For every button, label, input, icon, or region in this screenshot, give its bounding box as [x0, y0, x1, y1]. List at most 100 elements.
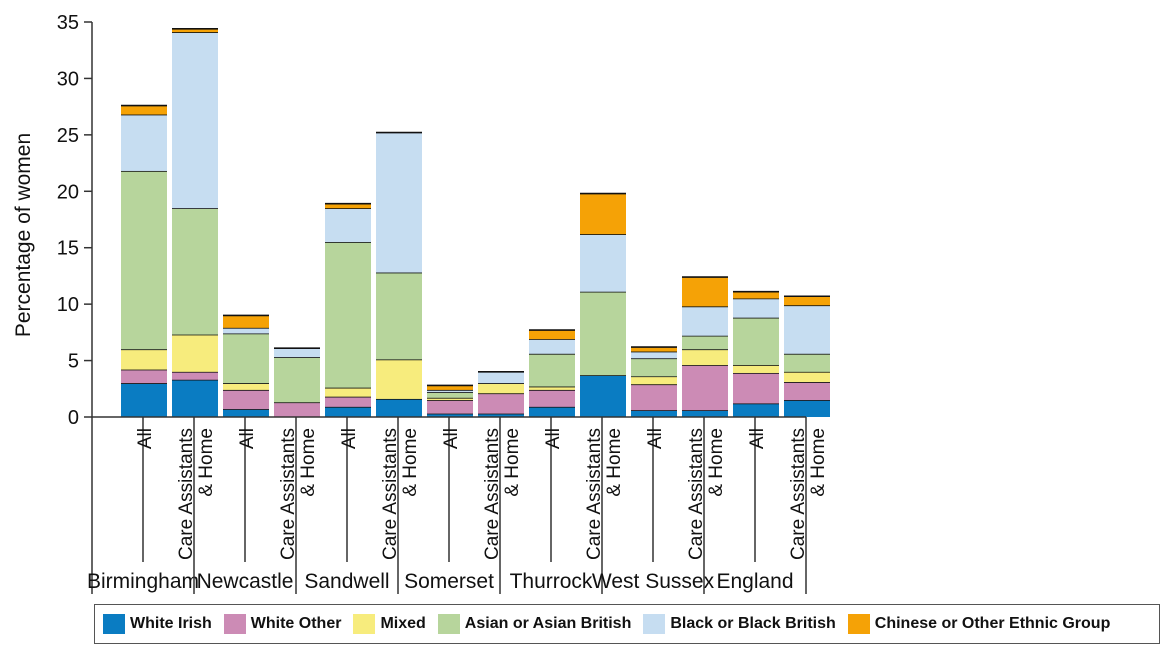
- bar-segment-white-other: [733, 372, 779, 404]
- legend-swatch: [223, 614, 246, 634]
- stacked-bar-chart: 0 5 10 15 20 25 30 35 All Care Assistants& Home B…: [12, 12, 830, 594]
- bar-segment-mixed: [733, 365, 779, 373]
- bar-segment-white-irish: [478, 413, 524, 417]
- y-axis-label: Percentage of women: [12, 133, 35, 337]
- bar-segment-white-irish: [376, 398, 422, 417]
- bar-segment-mixed: [427, 397, 473, 401]
- x-tick-label: All: [135, 428, 156, 449]
- legend-item: White Irish: [103, 614, 212, 634]
- bar-segment-black-or-black-british: [274, 348, 320, 358]
- bar-segment-chinese-or-other-ethnic-group: [529, 330, 575, 340]
- legend-swatch: [643, 614, 666, 634]
- bar-segment-white-irish: [121, 383, 167, 417]
- x-tick-label: Care Assistants& Home: [584, 428, 625, 560]
- x-tick-label: All: [237, 428, 258, 449]
- y-tick-label: 20: [57, 181, 79, 203]
- bar-segment-asian-or-asian-british: [325, 242, 371, 388]
- bar-segment-chinese-or-other-ethnic-group: [223, 315, 269, 328]
- bar-segment-black-or-black-british: [325, 208, 371, 243]
- legend-label: White Irish: [130, 615, 212, 632]
- bar-segment-asian-or-asian-british: [376, 272, 422, 360]
- bar-segment-mixed: [682, 349, 728, 366]
- bar-segment-white-other: [784, 382, 830, 401]
- bar-segment-mixed: [631, 376, 677, 385]
- bar-segment-black-or-black-british: [631, 351, 677, 359]
- bar-segment-white-other: [478, 393, 524, 414]
- x-tick-label: All: [543, 428, 564, 449]
- bar-segment-asian-or-asian-british: [274, 357, 320, 403]
- x-tick-label: All: [645, 428, 666, 449]
- stacked-bar: [580, 192, 626, 417]
- bar-segment-chinese-or-other-ethnic-group: [631, 347, 677, 352]
- bar-segment-mixed: [325, 387, 371, 397]
- stacked-bar: [121, 104, 167, 417]
- bar-segment-black-or-black-british: [529, 339, 575, 354]
- bar-segment-white-irish: [529, 406, 575, 417]
- bar-segment-white-other: [427, 400, 473, 414]
- bars: [121, 27, 830, 417]
- stacked-bar: [172, 27, 218, 417]
- stacked-bar: [427, 384, 473, 417]
- legend-swatch: [103, 614, 125, 634]
- y-tick-label: 30: [57, 68, 79, 90]
- legend-swatch: [437, 614, 460, 634]
- legend-swatch: [847, 614, 870, 634]
- stacked-bar: [274, 347, 320, 417]
- bar-segment-black-or-black-british: [121, 114, 167, 171]
- y-tick-label: 15: [57, 238, 79, 260]
- x-tick-label: Care Assistants& Home: [482, 428, 523, 560]
- stacked-bar: [784, 295, 830, 417]
- bar-segment-chinese-or-other-ethnic-group: [172, 28, 218, 33]
- legend-item: Black or Black British: [643, 614, 836, 634]
- stacked-bar: [478, 371, 524, 417]
- legend-item: Mixed: [353, 614, 426, 634]
- group-label: Birmingham: [87, 570, 199, 593]
- group-label: England: [716, 570, 793, 593]
- bar-segment-asian-or-asian-british: [529, 353, 575, 387]
- legend: White Irish White Other Mixed Asian or Asia…: [94, 604, 1160, 644]
- stacked-bar: [529, 329, 575, 417]
- legend-label: Black or Black British: [670, 615, 836, 632]
- bar-segment-asian-or-asian-british: [172, 208, 218, 335]
- x-tick-label: Care Assistants& Home: [788, 428, 829, 560]
- bar-segment-white-other: [529, 389, 575, 407]
- bar-segment-mixed: [376, 359, 422, 399]
- bar-segment-white-other: [223, 389, 269, 410]
- bar-segment-asian-or-asian-british: [580, 291, 626, 376]
- bar-segment-chinese-or-other-ethnic-group: [580, 193, 626, 235]
- bar-segment-asian-or-asian-british: [784, 353, 830, 372]
- x-tick-label: Care Assistants& Home: [176, 428, 217, 560]
- bar-segment-black-or-black-british: [223, 327, 269, 334]
- legend-label: Asian or Asian British: [464, 615, 632, 632]
- bar-segment-chinese-or-other-ethnic-group: [784, 296, 830, 306]
- stacked-bar: [682, 276, 728, 417]
- bar-segment-black-or-black-british: [478, 371, 524, 384]
- group-label: Sandwell: [304, 570, 389, 593]
- bar-segment-white-irish: [580, 375, 626, 417]
- y-axis: 0 5 10 15 20 25 30 35: [57, 12, 93, 429]
- bar-segment-asian-or-asian-british: [427, 392, 473, 398]
- group-label: Newcastle: [197, 570, 294, 593]
- bar-segment-asian-or-asian-british: [682, 335, 728, 350]
- x-tick-label: Care Assistants& Home: [380, 428, 421, 560]
- legend-label: Chinese or Other Ethnic Group: [874, 615, 1111, 632]
- x-tick-label: Care Assistants& Home: [686, 428, 727, 560]
- bar-segment-white-other: [325, 396, 371, 407]
- bar-segment-chinese-or-other-ethnic-group: [682, 277, 728, 307]
- bar-segment-white-other: [121, 369, 167, 384]
- y-tick-label: 5: [68, 351, 79, 373]
- stacked-bar: [223, 314, 269, 417]
- legend-label: Mixed: [380, 615, 426, 632]
- bar-segment-asian-or-asian-british: [631, 358, 677, 377]
- bar-segment-mixed: [121, 349, 167, 370]
- bar-segment-white-irish: [172, 379, 218, 417]
- stacked-bar: [733, 290, 779, 417]
- bar-segment-white-irish: [427, 413, 473, 417]
- y-tick-label: 25: [57, 125, 79, 147]
- bar-segment-black-or-black-british: [172, 32, 218, 209]
- bar-segment-chinese-or-other-ethnic-group: [427, 385, 473, 390]
- bar-segment-chinese-or-other-ethnic-group: [733, 291, 779, 299]
- bar-segment-white-other: [172, 371, 218, 380]
- group-label: Somerset: [404, 570, 494, 593]
- bar-segment-white-other: [631, 384, 677, 411]
